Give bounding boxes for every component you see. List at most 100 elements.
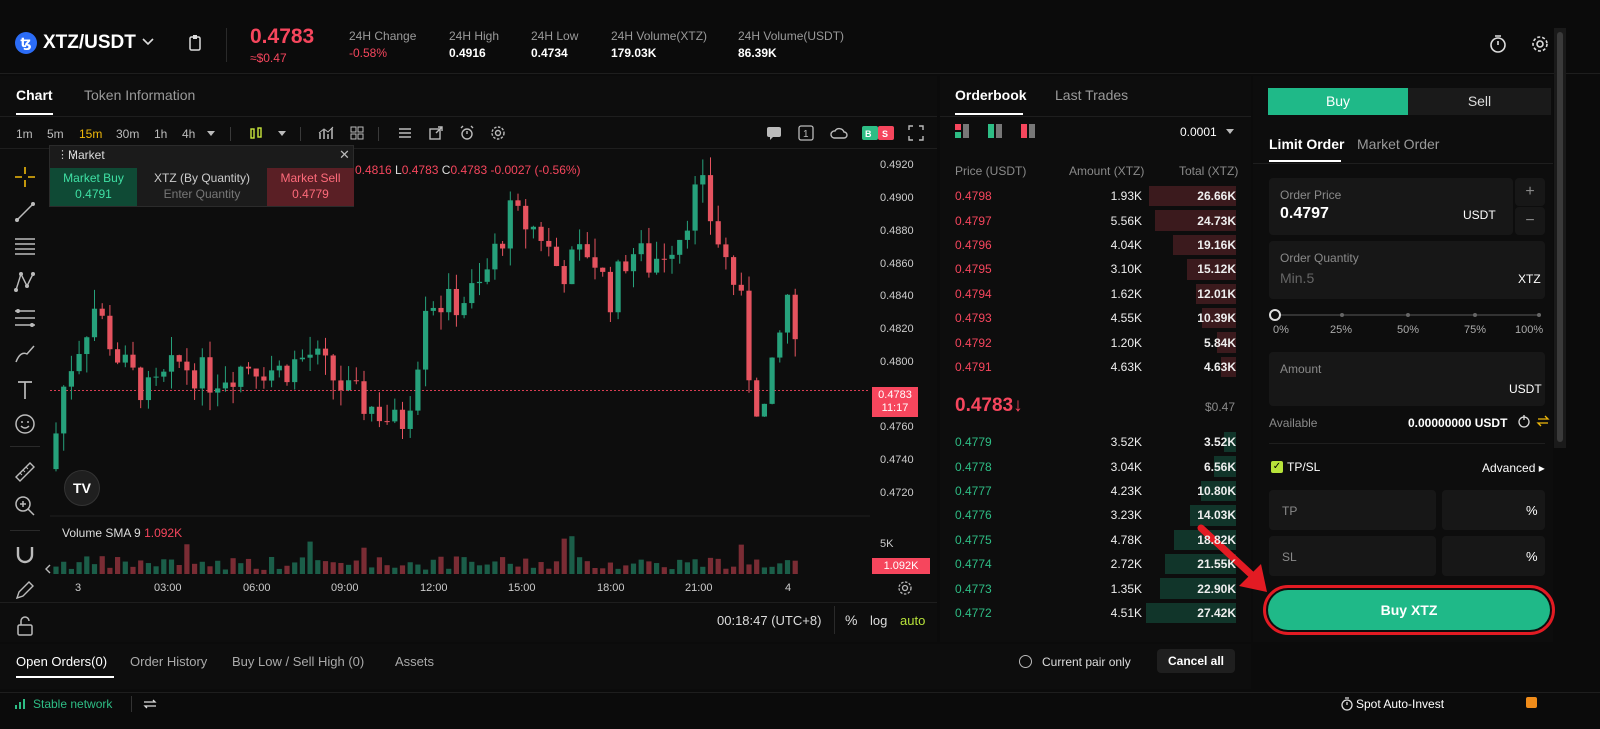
sl-input[interactable] [1269,536,1436,576]
bid-row[interactable]: 0.4777 4.23K 10.80K [950,479,1236,503]
interval-30m[interactable]: 30m [116,127,140,141]
magnet-icon[interactable] [13,543,37,567]
order-price-input[interactable] [1269,178,1513,235]
market-widget-close-icon[interactable]: ✕ [339,147,350,162]
transfer-icon[interactable] [1536,414,1550,428]
lock-icon[interactable] [13,614,37,638]
pair-selector[interactable]: XTZ/USDT [43,32,136,53]
bid-row[interactable]: 0.4778 3.04K 6.56K [950,454,1236,478]
timer-icon[interactable] [1489,34,1507,54]
bid-row[interactable]: 0.4774 2.72K 21.55K [950,552,1236,576]
percent-scale-toggle[interactable]: % [845,612,858,628]
tab-order-history[interactable]: Order History [130,654,208,669]
swap-icon[interactable] [143,699,157,709]
market-order-tab[interactable]: Market Order [1357,136,1440,152]
ob-view-bids-icon[interactable] [988,124,1002,138]
ask-row[interactable]: 0.4797 5.56K 24.73K [950,208,1236,232]
ask-row[interactable]: 0.4794 1.62K 12.01K [950,282,1236,306]
tab-token-information[interactable]: Token Information [84,87,196,103]
advanced-link[interactable]: Advanced ▸ [1482,461,1545,475]
bid-row[interactable]: 0.4775 4.78K 18.82K [950,528,1236,552]
market-quantity-input[interactable] [137,168,267,206]
ask-row[interactable]: 0.4792 1.20K 5.84K [950,330,1236,354]
tab-assets[interactable]: Assets [395,654,435,669]
tab-open-orders[interactable]: Open Orders(0) [16,654,108,669]
page-scrollbar[interactable] [1554,28,1566,448]
notification-icon[interactable] [1526,697,1537,708]
order-quantity-input[interactable] [1269,241,1545,299]
slider-mark-75[interactable] [1473,313,1477,317]
log-scale-toggle[interactable]: log [870,613,888,628]
interval-4h[interactable]: 4h [182,127,196,141]
tab-last-trades[interactable]: Last Trades [1055,87,1129,103]
zoom-in-icon[interactable] [13,494,37,518]
auto-scale-toggle[interactable]: auto [900,613,926,628]
candle-style-caret-icon[interactable] [277,130,287,138]
bid-row[interactable]: 0.4772 4.51K 27.42K [950,601,1236,625]
horizontal-lines-icon[interactable] [13,234,37,258]
sell-tab[interactable]: Sell [1408,88,1551,115]
brush-icon[interactable] [13,342,37,366]
cancel-all-button[interactable]: Cancel all [1157,649,1235,673]
ask-row[interactable]: 0.4793 4.55K 10.39K [950,306,1236,330]
ob-view-asks-icon[interactable] [1021,124,1035,138]
interval-1m[interactable]: 1m [16,127,33,141]
pattern-icon[interactable] [13,270,37,294]
list-icon[interactable] [397,125,413,141]
chart-settings-icon[interactable] [490,125,506,141]
current-pair-radio[interactable] [1019,655,1032,668]
collapse-tools-chevron-icon[interactable] [44,563,52,575]
ask-row[interactable]: 0.4796 4.04K 19.16K [950,233,1236,257]
fullscreen-icon[interactable] [908,125,924,141]
interval-5m[interactable]: 5m [47,127,64,141]
chevron-down-icon[interactable] [141,37,155,47]
ruler-icon[interactable] [13,460,37,484]
auto-invest-icon[interactable] [1340,697,1354,711]
price-decrement-button[interactable]: − [1515,207,1545,235]
layout-grid-icon[interactable] [349,125,365,141]
refresh-icon[interactable] [1517,414,1531,428]
price-chart[interactable] [50,150,870,600]
ob-precision-select[interactable]: 0.0001 [1180,125,1217,139]
slider-mark-50[interactable] [1406,313,1410,317]
alarm-icon[interactable] [459,125,475,141]
share-icon[interactable] [428,125,444,141]
market-buy-button[interactable] [50,168,137,206]
bid-row[interactable]: 0.4779 3.52K 3.52K [950,430,1236,454]
buy-xtz-button[interactable]: Buy XTZ [1268,590,1550,630]
bid-row[interactable]: 0.4773 1.35K 22.90K [950,576,1236,600]
tpsl-checkbox[interactable]: ✓ [1271,461,1283,473]
buy-tab[interactable]: Buy [1268,88,1408,115]
interval-1h[interactable]: 1h [154,127,168,141]
tab-orderbook[interactable]: Orderbook [955,87,1027,103]
fib-tool-icon[interactable] [13,306,37,330]
cloud-icon[interactable] [830,125,848,141]
tab-chart[interactable]: Chart [16,87,53,103]
ob-precision-caret-icon[interactable] [1225,128,1235,136]
interval-more-caret-icon[interactable] [206,130,216,138]
tp-percent-input[interactable] [1442,490,1545,530]
price-axis[interactable]: 0.4920 0.4900 0.4880 0.4860 0.4840 0.4820 0.48… [870,150,936,600]
quantity-slider-handle[interactable] [1269,309,1281,321]
one-click-icon[interactable]: 1 [798,125,814,141]
comment-icon[interactable] [766,125,782,141]
tp-input[interactable] [1269,490,1436,530]
sl-percent-input[interactable] [1442,536,1545,576]
tab-buy-low-sell-high[interactable]: Buy Low / Sell High (0) [232,654,365,669]
tradingview-logo[interactable]: TV [64,470,100,506]
crosshair-icon[interactable] [13,165,37,189]
axis-settings-icon[interactable] [897,580,913,596]
market-drag-handle-icon[interactable]: ⋮⋮ [57,149,79,161]
settings-gear-icon[interactable] [1530,34,1550,54]
bid-row[interactable]: 0.4776 3.23K 14.03K [950,503,1236,527]
slider-mark-25[interactable] [1340,313,1344,317]
emoji-icon[interactable] [13,412,37,436]
ask-row[interactable]: 0.4798 1.93K 26.66K [950,184,1236,208]
slider-mark-100[interactable] [1537,313,1541,317]
interval-15m[interactable]: 15m [79,127,103,141]
candle-style-icon[interactable] [249,126,263,140]
limit-order-tab[interactable]: Limit Order [1269,136,1345,152]
price-increment-button[interactable]: + [1515,178,1545,206]
trend-line-icon[interactable] [13,200,37,224]
